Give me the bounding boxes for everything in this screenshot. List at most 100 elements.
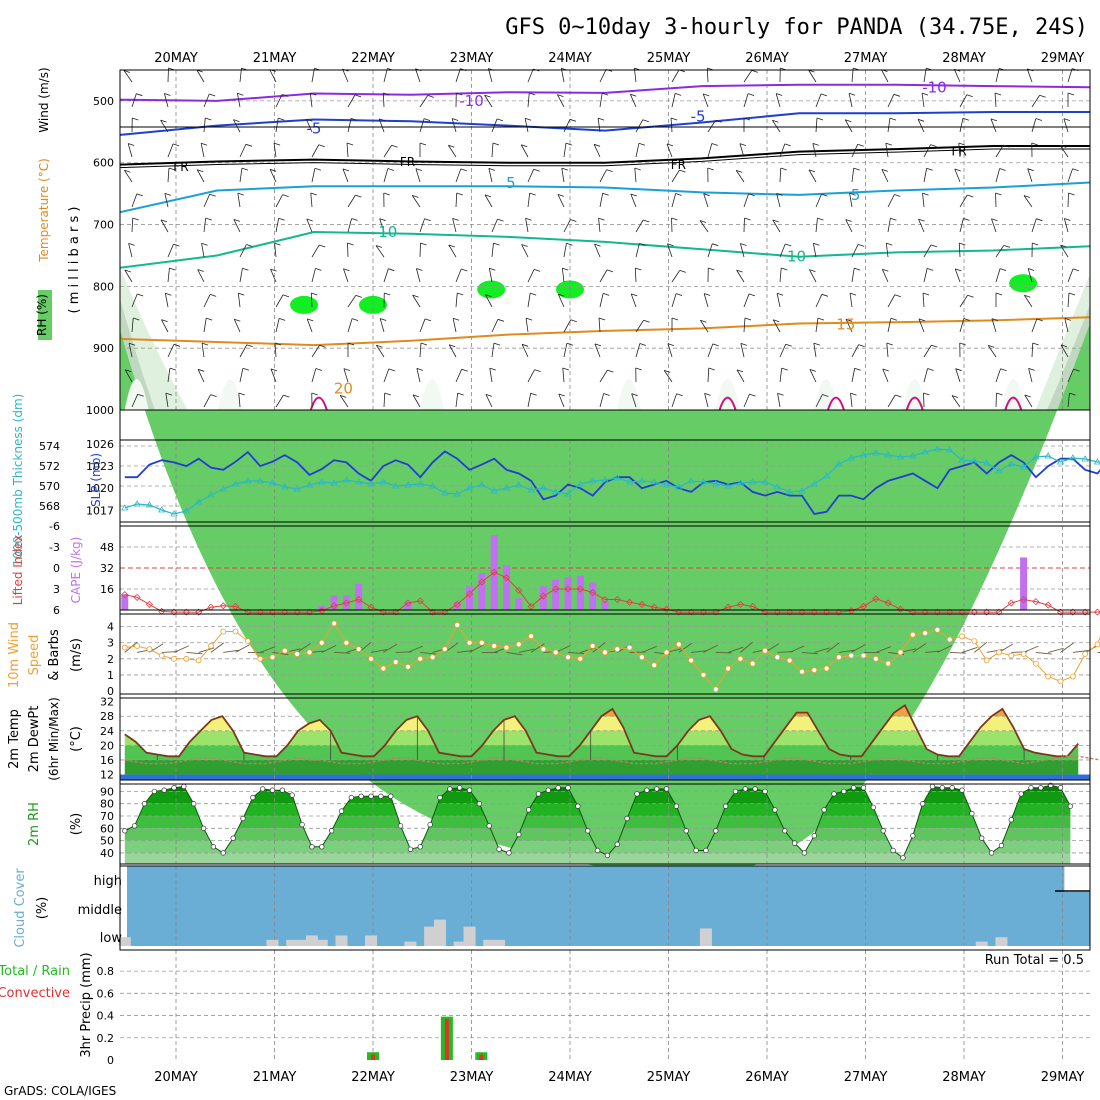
wind-barb	[599, 193, 604, 208]
wind-barb	[594, 343, 601, 358]
wind-barb	[599, 269, 608, 283]
date-label-top: 25MAY	[647, 51, 691, 66]
li-point	[539, 592, 547, 600]
wind-barb	[124, 369, 133, 383]
thickness-point	[896, 453, 905, 460]
temp-tick-label: 32	[100, 696, 114, 709]
wind-barb-flag	[748, 293, 756, 297]
li-tick-label: -6	[49, 520, 60, 533]
wind-barb	[995, 144, 1004, 158]
wind-barb-flag	[845, 318, 853, 322]
temp-ylabel-3: (6hr Min/Max)	[47, 697, 61, 781]
wind-barb-flag	[1032, 242, 1039, 246]
rh-point	[269, 787, 276, 793]
wind-barb	[641, 645, 657, 653]
rh-point	[328, 828, 335, 834]
wind-barb-flag	[704, 393, 711, 396]
wind-barb-flag	[241, 167, 249, 171]
wind-barb	[699, 220, 709, 233]
wind-barb-flag	[959, 342, 966, 346]
wind-barb-flag	[1069, 392, 1076, 396]
temp-tick-label: 20	[100, 739, 114, 752]
wind-barb-flag	[999, 268, 1007, 271]
wind-barb	[419, 318, 426, 333]
wind-barb	[739, 243, 745, 258]
wind-barb	[275, 194, 283, 208]
wind-barb	[233, 319, 241, 333]
wind-barb-flag	[457, 392, 464, 396]
rh-point	[131, 823, 138, 829]
wind-barb	[851, 344, 859, 358]
rh-point	[929, 783, 936, 790]
wind-barb	[801, 651, 818, 655]
thickness-point	[318, 478, 326, 485]
wind-barb	[875, 646, 891, 653]
wind-speed-point	[515, 641, 522, 648]
cape-bar	[576, 575, 584, 610]
wind-speed-point	[134, 643, 140, 649]
wind-barb-flag	[534, 269, 541, 272]
thickness-point	[121, 504, 129, 511]
thickness-point	[946, 446, 954, 453]
rh-point	[880, 828, 886, 834]
wind-barb	[167, 344, 175, 358]
date-label-bottom: 24MAY	[548, 1070, 592, 1085]
wind-tick-label: 3	[107, 637, 114, 650]
wind-barb	[887, 394, 896, 408]
wind-barb-flag	[210, 394, 217, 398]
wind-barb	[815, 294, 823, 308]
wind-barb-flag	[630, 93, 637, 97]
wind-barb-flag	[1060, 145, 1067, 148]
wind-speed-point	[306, 649, 313, 656]
wind-barb-flag	[233, 219, 240, 222]
wind-speed-point	[675, 641, 682, 648]
wind-barb-flag	[631, 393, 638, 397]
wind-barb-flag	[889, 117, 897, 121]
wind-barb-flag	[747, 93, 755, 96]
rh-point	[713, 828, 719, 834]
wind-barb-flag	[379, 218, 386, 222]
wind-speed-point	[380, 665, 387, 672]
li-point	[1044, 601, 1052, 609]
rh-tick-label: 70	[100, 810, 114, 823]
wind-barb	[923, 368, 929, 383]
li-point	[145, 600, 153, 608]
wind-barb	[527, 269, 535, 283]
precip-tick-label: 0.6	[97, 987, 115, 1000]
isotherm-line	[119, 148, 1090, 169]
wind-barb	[1072, 649, 1089, 653]
wind-barb	[851, 244, 859, 258]
wind-speed-point	[749, 660, 756, 667]
wind-barb-flag	[420, 242, 427, 246]
wind-barb-flag	[209, 193, 216, 197]
wind-speed-point	[872, 655, 879, 662]
wind-barb-flag	[670, 117, 678, 121]
wind-speed-point	[294, 651, 301, 657]
thickness-point	[921, 448, 929, 455]
wind-barb-flag	[895, 394, 902, 398]
thickness-point	[958, 456, 966, 463]
wind-barb	[735, 170, 745, 183]
wind-barb-flag	[958, 142, 965, 146]
rh-point	[614, 841, 620, 847]
wind-barb	[740, 641, 753, 653]
wind-barb-flag	[962, 117, 970, 121]
thickness-point	[601, 476, 609, 483]
wind-barb-flag	[821, 193, 828, 197]
wind-barb	[635, 119, 644, 133]
wind-speed-point	[651, 662, 658, 669]
pressure-tick-label: 500	[93, 95, 114, 108]
wind-barb	[491, 143, 494, 158]
thickness-point	[293, 485, 301, 492]
wind-barb-flag	[488, 167, 495, 171]
wind-barb-flag	[343, 268, 350, 272]
wind-barb	[557, 194, 565, 208]
wind-barb-flag	[569, 118, 577, 122]
wind-barb	[990, 118, 997, 133]
wind-barb-flag	[643, 319, 650, 323]
thickness-point	[1032, 453, 1040, 460]
cloud-level-label: middle	[78, 903, 122, 918]
thickness-point	[391, 482, 400, 489]
li-point	[170, 608, 178, 616]
isotherm-line	[119, 181, 1091, 214]
